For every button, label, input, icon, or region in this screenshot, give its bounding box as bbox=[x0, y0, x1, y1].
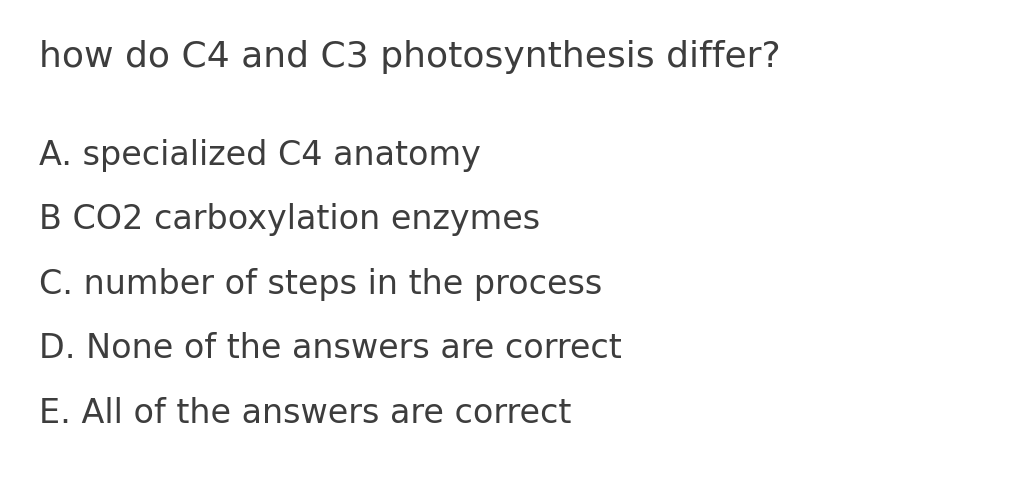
Text: how do C4 and C3 photosynthesis differ?: how do C4 and C3 photosynthesis differ? bbox=[39, 40, 780, 74]
Text: E. All of the answers are correct: E. All of the answers are correct bbox=[39, 397, 571, 430]
Text: D. None of the answers are correct: D. None of the answers are correct bbox=[39, 332, 622, 366]
Text: A. specialized C4 anatomy: A. specialized C4 anatomy bbox=[39, 139, 481, 172]
Text: C. number of steps in the process: C. number of steps in the process bbox=[39, 268, 602, 301]
Text: B CO2 carboxylation enzymes: B CO2 carboxylation enzymes bbox=[39, 203, 540, 237]
